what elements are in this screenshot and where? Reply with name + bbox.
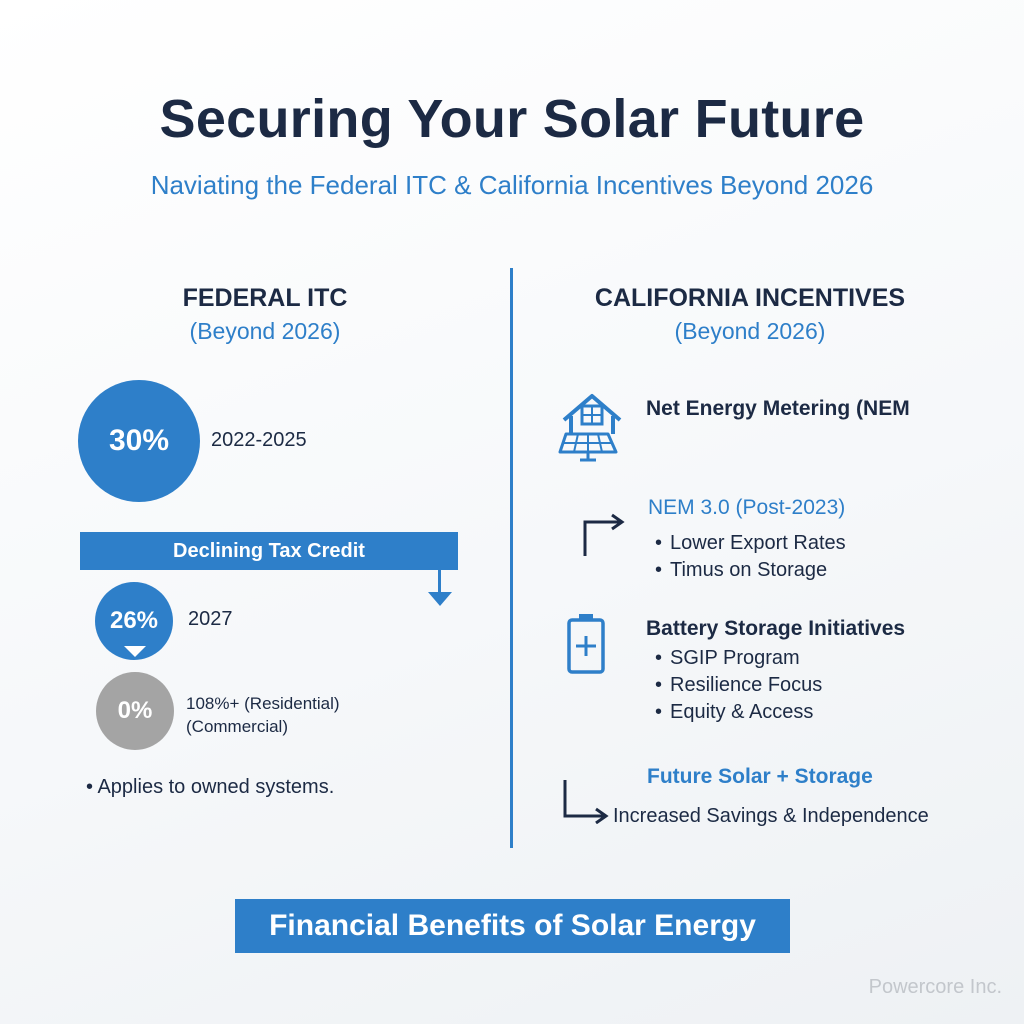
battery-heading: Battery Storage Initiatives [646,617,906,640]
california-title: CALIFORNIA INCENTIVES [594,284,906,312]
watermark: Powercore Inc. [868,976,1002,998]
list-item: Timus on Storage [655,557,846,584]
residential-label: 108%+ (Residential) [186,694,340,713]
column-divider [510,268,513,848]
down-triangle-icon [124,646,146,657]
nem-heading: Net Energy Metering (NEM [646,397,910,420]
owned-systems-note: • Applies to owned systems. [86,776,334,799]
commercial-label: (Commercial) [186,717,288,736]
period-2027-label: 2027 [188,608,233,630]
nem3-bullet-list: Lower Export Rates Timus on Storage [655,530,846,584]
banner-arrow-stem [438,570,441,594]
list-item: SGIP Program [655,645,822,672]
list-item: Lower Export Rates [655,530,846,557]
page-title: Securing Your Solar Future [159,89,865,149]
federal-title: FEDERAL ITC [182,284,348,312]
note-bullet: • [86,776,98,798]
percent-0-circle: 0% [96,672,174,750]
financial-benefits-banner: Financial Benefits of Solar Energy [235,899,790,953]
list-item: Resilience Focus [655,672,822,699]
down-arrow-icon [428,592,452,606]
percent-30-circle: 30% [78,380,200,502]
down-right-arrow-icon [563,780,609,824]
future-heading: Future Solar + Storage [647,765,873,788]
note-text: Applies to owned systems. [97,776,335,798]
period-2022-2025-label: 2022-2025 [211,429,307,451]
california-subtitle: (Beyond 2026) [674,318,826,344]
battery-bullet-list: SGIP Program Resilience Focus Equity & A… [655,645,822,726]
battery-icon [567,614,605,674]
list-item: Equity & Access [655,699,822,726]
solar-house-icon [558,394,622,462]
turn-right-arrow-icon [583,513,625,556]
declining-tax-credit-banner: Declining Tax Credit [80,532,458,570]
page-subtitle: Naviating the Federal ITC & California I… [150,170,874,200]
future-description: Increased Savings & Independence [613,805,929,827]
federal-subtitle: (Beyond 2026) [189,318,341,344]
nem3-heading: NEM 3.0 (Post-2023) [648,496,846,519]
